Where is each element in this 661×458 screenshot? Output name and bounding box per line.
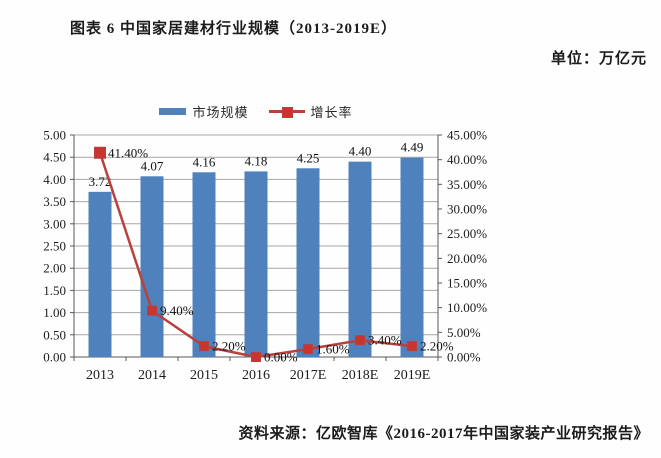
x-axis-category-label: 2014 bbox=[138, 368, 166, 383]
bar-value-label: 4.25 bbox=[297, 150, 320, 165]
right-axis-tick-label: 0.00% bbox=[447, 350, 481, 365]
bar-2019E bbox=[400, 157, 424, 357]
line-value-label: 1.60% bbox=[316, 342, 350, 357]
bar-2018E bbox=[348, 161, 372, 357]
line-value-label: 2.20% bbox=[420, 339, 454, 354]
bar-2014 bbox=[140, 176, 164, 357]
x-axis-category-label: 2015 bbox=[190, 368, 218, 383]
left-axis-tick-label: 0.50 bbox=[43, 327, 66, 342]
legend-label-growth-rate: 增长率 bbox=[310, 105, 353, 120]
legend-label-market-size: 市场规模 bbox=[192, 105, 249, 120]
x-axis-category-label: 2013 bbox=[86, 368, 114, 383]
left-axis-tick-label: 5.00 bbox=[43, 128, 66, 143]
bar-series-swatch bbox=[159, 108, 187, 115]
line-marker-swatch bbox=[281, 107, 293, 118]
bar-value-label: 3.72 bbox=[89, 174, 112, 189]
left-axis-tick-label: 3.00 bbox=[43, 216, 66, 231]
right-axis-tick-label: 25.00% bbox=[447, 226, 487, 241]
right-axis-tick-label: 15.00% bbox=[447, 276, 487, 291]
bar-2013 bbox=[88, 191, 112, 357]
line-marker-2017E bbox=[303, 344, 313, 355]
line-marker-2019E bbox=[407, 341, 417, 352]
right-axis-tick-label: 40.00% bbox=[447, 152, 487, 167]
combo-chart-plot: 0.00 0.50 1.00 1.50 2.00 2.50 3.00 3.50 4.00 4.50… bbox=[43, 128, 487, 384]
line-value-label: 3.40% bbox=[368, 333, 402, 348]
chart-legend: 市场规模 增长率 bbox=[72, 102, 440, 121]
left-axis-tick-label: 1.00 bbox=[43, 305, 66, 320]
left-axis-tick-label: 1.50 bbox=[43, 283, 66, 298]
right-axis-tick-label: 10.00% bbox=[447, 300, 487, 315]
line-marker-2014 bbox=[147, 305, 157, 316]
line-value-label: 0.00% bbox=[264, 350, 298, 365]
bar-value-label: 4.49 bbox=[401, 140, 424, 155]
bar-2017E bbox=[296, 168, 320, 357]
left-axis-tick-label: 2.00 bbox=[43, 261, 66, 276]
left-axis-tick-label: 4.00 bbox=[43, 172, 66, 187]
right-axis-tick-label: 35.00% bbox=[447, 177, 487, 192]
left-axis-tick-label: 0.00 bbox=[43, 350, 66, 365]
x-axis-category-label: 2019E bbox=[394, 368, 431, 383]
right-axis-tick-label: 20.00% bbox=[447, 251, 487, 266]
bar-value-label: 4.07 bbox=[141, 158, 164, 173]
chart-title: 图表 6 中国家居建材行业规模（2013-2019E） bbox=[70, 21, 398, 37]
line-marker-2016 bbox=[251, 352, 261, 362]
line-value-label: 2.20% bbox=[212, 339, 246, 354]
bar-value-label: 4.16 bbox=[193, 154, 216, 169]
x-axis-category-label: 2018E bbox=[342, 368, 379, 383]
line-marker-2018E bbox=[355, 335, 365, 346]
unit-label: 单位：万亿元 bbox=[550, 51, 647, 67]
bar-2016 bbox=[244, 171, 268, 357]
x-axis-category-label: 2017E bbox=[290, 368, 327, 383]
line-marker-2015 bbox=[199, 341, 209, 352]
left-axis-tick-label: 3.50 bbox=[43, 194, 66, 209]
legend-item-growth-rate: 增长率 bbox=[268, 102, 353, 121]
right-axis-tick-label: 30.00% bbox=[447, 202, 487, 217]
legend-item-market-size: 市场规模 bbox=[159, 102, 248, 121]
right-axis-tick-label: 5.00% bbox=[447, 325, 481, 340]
line-series-swatch bbox=[268, 107, 305, 118]
x-axis-category-label: 2016 bbox=[242, 368, 270, 383]
bar-value-label: 4.40 bbox=[349, 144, 372, 159]
line-value-label: 9.40% bbox=[160, 303, 194, 318]
source-note: 资料来源：亿欧智库《2016-2017年中国家装产业研究报告》 bbox=[238, 426, 649, 442]
left-axis-tick-label: 2.50 bbox=[43, 239, 66, 254]
bar-value-label: 4.18 bbox=[245, 153, 268, 168]
bar-2015 bbox=[192, 172, 216, 357]
line-value-label: 41.40% bbox=[108, 145, 148, 160]
right-axis-tick-label: 45.00% bbox=[447, 128, 487, 143]
left-axis-tick-label: 4.50 bbox=[43, 150, 66, 165]
line-marker-2013 bbox=[94, 146, 106, 159]
